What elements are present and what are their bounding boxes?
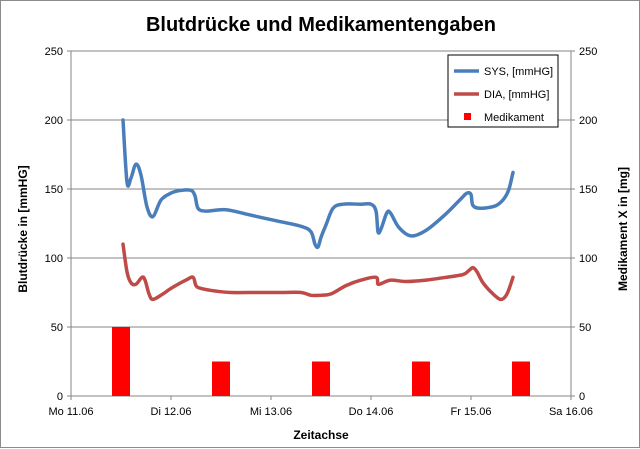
chart-title: Blutdrücke und Medikamentengaben: [146, 14, 496, 36]
medikament-bar: [212, 361, 230, 396]
sys-line: [121, 118, 515, 250]
x-tick-labels: Mo 11.06 Di 12.06 Mi 13.06 Do 14.06 Fr 15.06…: [48, 396, 593, 418]
y-axis-label: Blutdrücke in [mmHG]: [16, 165, 30, 292]
legend-label: Medikament: [484, 112, 544, 124]
series-lines: [121, 118, 515, 302]
y2-tick-label: 200: [579, 115, 597, 127]
y-tick-labels-right: 0 50 100 150 200 250: [579, 46, 597, 403]
medikament-bar: [512, 361, 530, 396]
dia-line: [121, 242, 515, 302]
y2-tick-label: 150: [579, 184, 597, 196]
y-tick-labels-left: 0 50 100 150 200 250: [45, 46, 63, 403]
gridlines: [67, 50, 575, 397]
y2-tick-label: 50: [579, 322, 591, 334]
y2-tick-label: 100: [579, 253, 597, 265]
medikament-bar: [112, 327, 130, 396]
x-tick-label: Fr 15.06: [451, 406, 492, 418]
y-tick-label: 200: [45, 115, 63, 127]
y-tick-label: 0: [57, 391, 63, 403]
y-tick-label: 50: [51, 322, 63, 334]
legend-swatch: [464, 113, 471, 120]
y2-tick-label: 0: [579, 391, 585, 403]
y-tick-label: 100: [45, 253, 63, 265]
x-tick-label: Do 14.06: [349, 406, 394, 418]
x-tick-label: Mo 11.06: [48, 406, 93, 418]
y-tick-label: 250: [45, 46, 63, 58]
medikament-bars: [112, 327, 530, 396]
x-axis-label: Zeitachse: [293, 428, 349, 442]
medikament-bar: [412, 361, 430, 396]
medikament-bar: [312, 361, 330, 396]
y-tick-label: 150: [45, 184, 63, 196]
y2-tick-label: 250: [579, 46, 597, 58]
y2-axis-label: Medikament X in [mg]: [616, 167, 630, 291]
x-tick-label: Di 12.06: [151, 406, 192, 418]
x-tick-label: Mi 13.06: [250, 406, 292, 418]
legend: SYS, [mmHG] DIA, [mmHG] Medikament: [447, 54, 559, 128]
legend-label: SYS, [mmHG]: [484, 66, 553, 78]
x-tick-label: Sa 16.06: [549, 406, 593, 418]
legend-label: DIA, [mmHG]: [484, 89, 549, 101]
